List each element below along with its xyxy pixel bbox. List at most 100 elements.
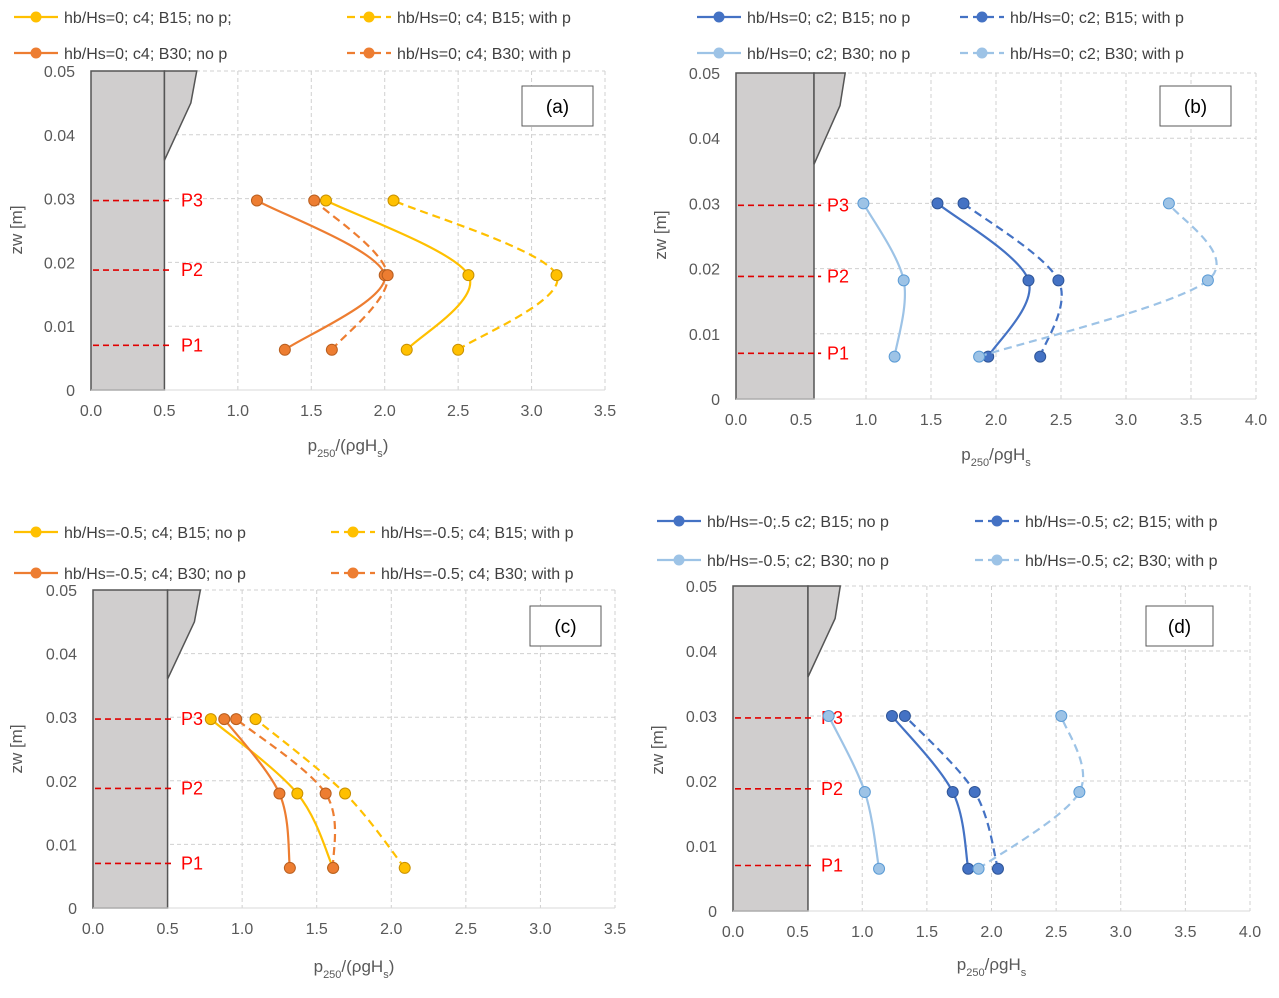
x-tick-label: 3.0: [529, 921, 551, 938]
y-tick-label: 0.01: [686, 839, 717, 856]
chart-panel-3: 0.0 0.5 1.0 1.5 2.0 2.5 3.0 3.5 0 0.01 0.02 0.03 0.0…: [7, 525, 626, 981]
data-point: [973, 350, 986, 363]
data-point: [885, 710, 898, 722]
panel-label-box: [521, 85, 594, 127]
data-point: [325, 343, 338, 356]
data-point: [946, 786, 959, 799]
y-tick-label: 0.03: [689, 196, 720, 213]
x-tick-label: 3.0: [520, 403, 542, 420]
data-point: [991, 862, 1004, 875]
legend-label: hb/Hs=-0.5; c4; B30; no p: [64, 566, 246, 583]
breakwater-wall: [735, 72, 815, 400]
probe-label: P2: [827, 266, 849, 286]
data-point: [319, 194, 332, 207]
legend-marker: [991, 554, 1003, 566]
legend-marker: [976, 47, 988, 59]
data-point: [249, 713, 262, 726]
x-tick-label: 0.0: [725, 412, 747, 429]
legend-marker: [991, 515, 1003, 527]
y-tick-label: 0.01: [689, 327, 720, 344]
x-tick-label: 1.5: [916, 924, 938, 941]
panel-label-box: [1145, 605, 1214, 647]
y-tick-label: 0.03: [44, 192, 75, 209]
data-point: [888, 350, 901, 363]
x-tick-label: 2.5: [1050, 412, 1072, 429]
series-line: [235, 718, 337, 869]
y-tick-label: 0.01: [44, 319, 75, 336]
data-point: [230, 713, 243, 726]
series-line: [210, 718, 335, 869]
x-tick-label: 1.5: [306, 921, 328, 938]
panel-label: (b): [1184, 97, 1207, 118]
y-tick-label: 0.03: [686, 709, 717, 726]
chart-panel-4: 0.0 0.5 1.0 1.5 2.0 2.5 3.0 3.5 4.0 0 0.01 0.02 0.03…: [648, 514, 1261, 979]
legend-label: hb/Hs=-0.5; c2; B30; with p: [1025, 553, 1218, 570]
data-point: [400, 343, 413, 356]
data-point: [387, 194, 400, 207]
x-tick-label: 0.0: [80, 403, 102, 420]
legend-label: hb/Hs=-0.5; c4; B15; no p: [64, 525, 246, 542]
x-axis-label: p250/(ρgHs): [308, 436, 389, 460]
x-tick-label: 1.5: [300, 403, 322, 420]
y-tick-label: 0.04: [44, 128, 75, 145]
data-point: [327, 861, 340, 874]
panel-label-box: [1159, 85, 1232, 127]
x-tick-label: 2.5: [455, 921, 477, 938]
panel-label: (a): [546, 97, 569, 118]
data-point: [822, 710, 835, 722]
legend-label: hb/Hs=-0.5; c2; B30; no p: [707, 553, 889, 570]
x-tick-label: 2.5: [1045, 924, 1067, 941]
x-tick-label: 2.5: [447, 403, 469, 420]
legend-marker: [347, 526, 359, 538]
breakwater-wall: [732, 585, 809, 912]
data-point: [898, 710, 911, 722]
x-tick-label: 3.5: [1180, 412, 1202, 429]
y-tick-label: 0.01: [46, 837, 77, 854]
x-tick-label: 1.0: [227, 403, 249, 420]
y-tick-label: 0.05: [686, 579, 717, 596]
x-tick-label: 2.0: [374, 403, 396, 420]
y-tick-label: 0.05: [689, 66, 720, 83]
probe-label: P1: [827, 343, 849, 363]
legend-marker: [30, 567, 42, 579]
x-tick-label: 3.5: [604, 921, 626, 938]
crown-wall: [163, 70, 198, 161]
legend-marker: [30, 11, 42, 23]
panel-label: (c): [554, 617, 576, 638]
x-tick-label: 3.5: [1174, 924, 1196, 941]
series-line: [393, 199, 559, 351]
crown-wall: [807, 585, 842, 678]
x-tick-label: 0.5: [153, 403, 175, 420]
legend-label: hb/Hs=0; c2; B30; with p: [1010, 46, 1184, 63]
data-point: [204, 713, 217, 726]
y-tick-label: 0: [711, 392, 720, 409]
legend-label: hb/Hs=-0.5; c4; B30; with p: [381, 566, 574, 583]
data-point: [398, 861, 411, 874]
x-tick-label: 2.0: [380, 921, 402, 938]
y-tick-label: 0.05: [44, 64, 75, 81]
breakwater-wall: [90, 70, 166, 391]
y-tick-label: 0.03: [46, 710, 77, 727]
data-point: [291, 787, 304, 800]
series-line: [256, 199, 386, 351]
legend-marker: [30, 47, 42, 59]
y-tick-label: 0.04: [689, 131, 720, 148]
data-point: [1022, 274, 1035, 287]
legend-marker: [673, 515, 685, 527]
data-point: [873, 862, 886, 875]
legend-marker: [363, 11, 375, 23]
x-axis-label: p250/ρgHs: [961, 445, 1031, 469]
data-point: [452, 343, 465, 356]
x-tick-label: 0.0: [722, 924, 744, 941]
y-tick-label: 0.04: [686, 644, 717, 661]
data-point: [972, 862, 985, 875]
legend-label: hb/Hs=0; c4; B15; no p;: [64, 10, 232, 27]
y-tick-label: 0.02: [46, 774, 77, 791]
x-tick-label: 0.5: [790, 412, 812, 429]
panel-label-box: [529, 605, 602, 647]
data-point: [250, 194, 263, 207]
y-axis-label: zw [m]: [7, 205, 26, 254]
chart-panel-2: 0.0 0.5 1.0 1.5 2.0 2.5 3.0 3.5 4.0 0 0.01 0.02 0.03…: [651, 10, 1267, 469]
y-tick-label: 0.02: [686, 774, 717, 791]
